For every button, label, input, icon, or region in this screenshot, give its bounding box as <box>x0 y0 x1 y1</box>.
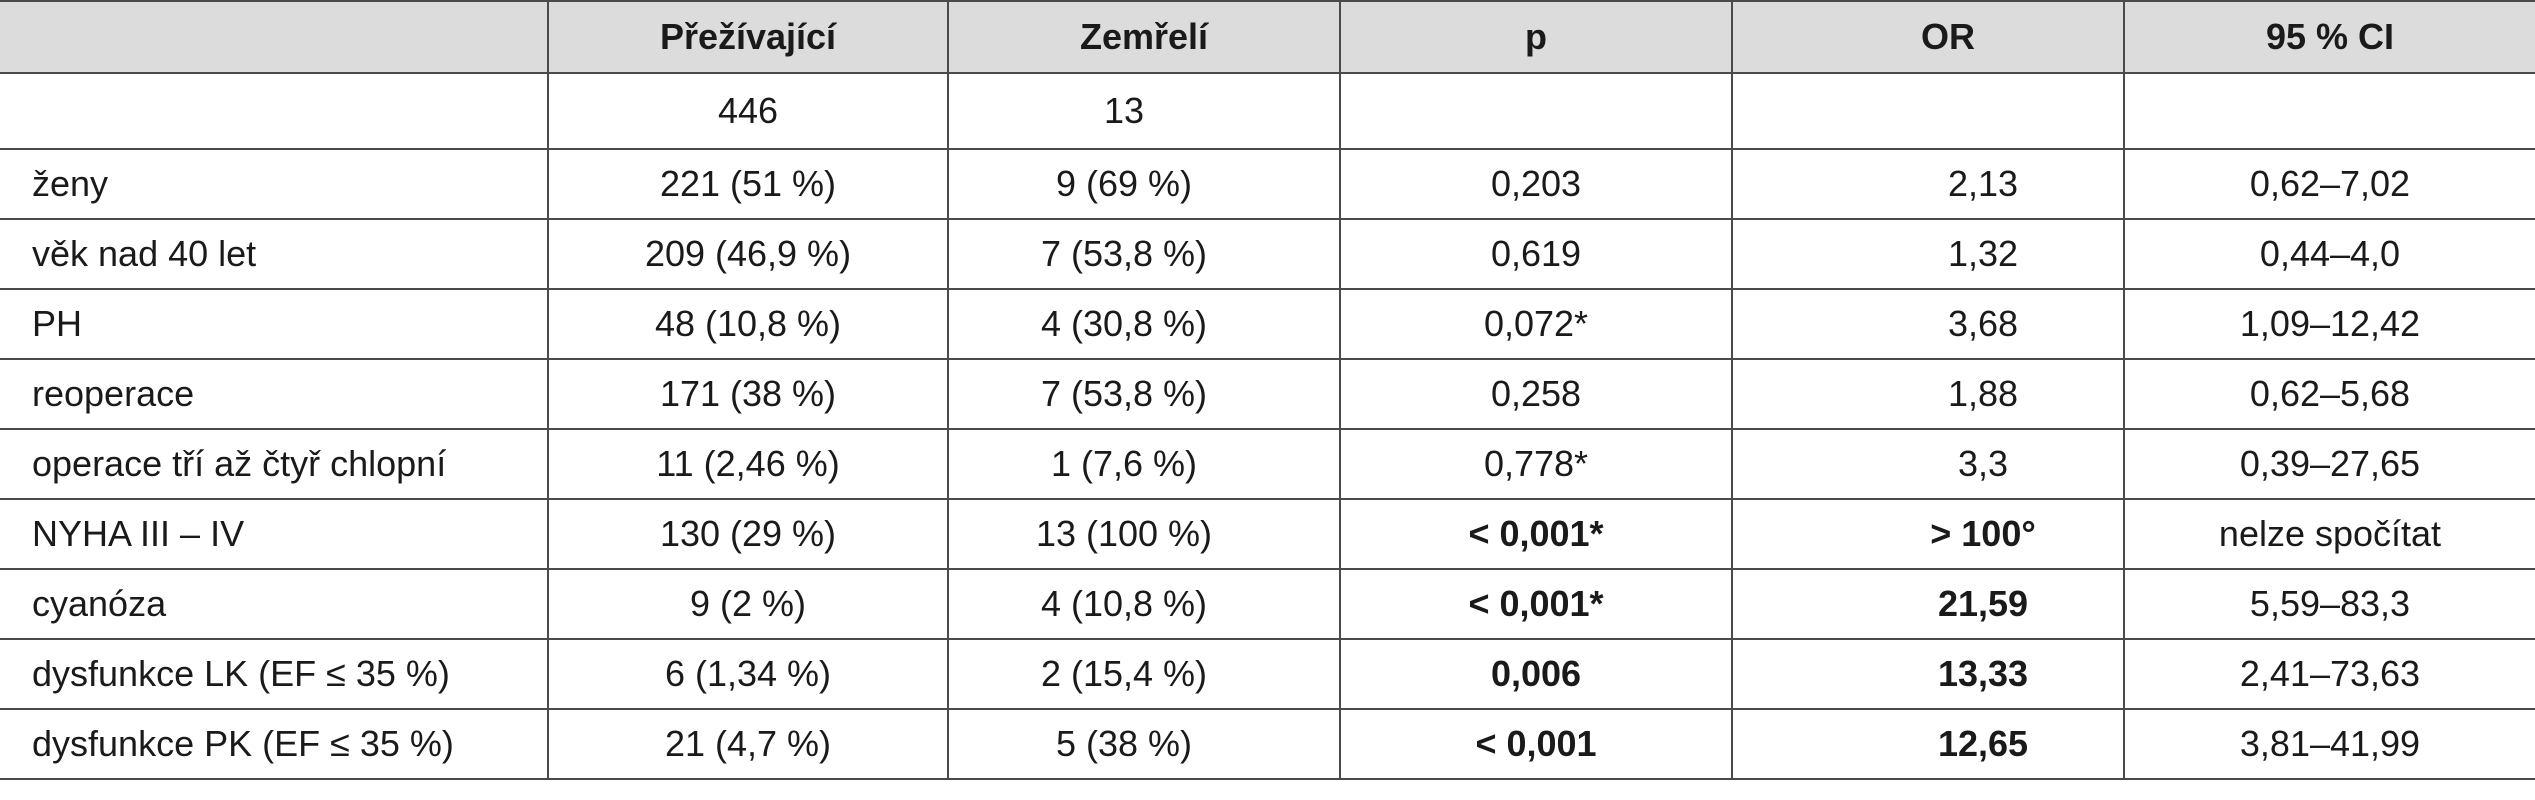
cell-p-value: < 0,001* <box>1339 498 1733 570</box>
cell-p-value: 0,006 <box>1339 638 1733 710</box>
cell-odds-ratio: 13,33 <box>1731 638 2125 710</box>
cell-p-value: 0,203 <box>1339 148 1733 220</box>
cell-deceased: 1 (7,6 %) <box>947 428 1341 500</box>
cell-deceased: 5 (38 %) <box>947 708 1341 780</box>
cell-deceased: 7 (53,8 %) <box>947 358 1341 430</box>
cell-odds-ratio: 1,88 <box>1731 358 2125 430</box>
table-row: ženy 221 (51 %) 9 (69 %) 0,203 2,13 0,62–7,02 <box>0 148 2535 220</box>
count-label <box>0 72 549 150</box>
row-label: NYHA III – IV <box>0 498 549 570</box>
table-row: operace tří až čtyř chlopní 11 (2,46 %) 1 … <box>0 428 2535 500</box>
header-or: OR <box>1731 0 2125 74</box>
cell-surviving: 221 (51 %) <box>547 148 949 220</box>
cell-p-value: 0,072* <box>1339 288 1733 360</box>
row-label: PH <box>0 288 549 360</box>
cell-deceased: 9 (69 %) <box>947 148 1341 220</box>
cell-deceased: 7 (53,8 %) <box>947 218 1341 290</box>
cell-deceased: 4 (10,8 %) <box>947 568 1341 640</box>
cell-deceased: 2 (15,4 %) <box>947 638 1341 710</box>
count-ci <box>2123 72 2535 150</box>
count-or <box>1731 72 2125 150</box>
row-label: dysfunkce LK (EF ≤ 35 %) <box>0 638 549 710</box>
cell-p-value: 0,778* <box>1339 428 1733 500</box>
cell-p-value: < 0,001 <box>1339 708 1733 780</box>
cell-odds-ratio: 2,13 <box>1731 148 2125 220</box>
cell-surviving: 130 (29 %) <box>547 498 949 570</box>
cell-surviving: 11 (2,46 %) <box>547 428 949 500</box>
count-p <box>1339 72 1733 150</box>
cell-odds-ratio: 1,32 <box>1731 218 2125 290</box>
cell-odds-ratio: 3,68 <box>1731 288 2125 360</box>
header-ci: 95 % CI <box>2123 0 2535 74</box>
cell-surviving: 6 (1,34 %) <box>547 638 949 710</box>
cell-surviving: 9 (2 %) <box>547 568 949 640</box>
table-row: PH 48 (10,8 %) 4 (30,8 %) 0,072* 3,68 1,09–12… <box>0 288 2535 360</box>
row-label: cyanóza <box>0 568 549 640</box>
table-row: cyanóza 9 (2 %) 4 (10,8 %) < 0,001* 21,59 5,5… <box>0 568 2535 640</box>
cell-odds-ratio: > 100° <box>1731 498 2125 570</box>
cell-confidence-interval: 2,41–73,63 <box>2123 638 2535 710</box>
row-label: věk nad 40 let <box>0 218 549 290</box>
row-label: ženy <box>0 148 549 220</box>
cell-confidence-interval: 3,81–41,99 <box>2123 708 2535 780</box>
cell-surviving: 209 (46,9 %) <box>547 218 949 290</box>
cell-confidence-interval: nelze spočítat <box>2123 498 2535 570</box>
cell-confidence-interval: 1,09–12,42 <box>2123 288 2535 360</box>
header-row: Přežívající Zemřelí p OR 95 % CI <box>0 0 2535 74</box>
cell-surviving: 21 (4,7 %) <box>547 708 949 780</box>
cell-p-value: 0,258 <box>1339 358 1733 430</box>
row-label: reoperace <box>0 358 549 430</box>
cell-confidence-interval: 5,59–83,3 <box>2123 568 2535 640</box>
cell-confidence-interval: 0,44–4,0 <box>2123 218 2535 290</box>
cell-odds-ratio: 3,3 <box>1731 428 2125 500</box>
cell-odds-ratio: 21,59 <box>1731 568 2125 640</box>
table-row: dysfunkce LK (EF ≤ 35 %) 6 (1,34 %) 2 (15,… <box>0 638 2535 710</box>
cell-p-value: < 0,001* <box>1339 568 1733 640</box>
header-blank <box>0 0 549 74</box>
cell-deceased: 13 (100 %) <box>947 498 1341 570</box>
cell-odds-ratio: 12,65 <box>1731 708 2125 780</box>
header-deceased: Zemřelí <box>947 0 1341 74</box>
table-row: NYHA III – IV 130 (29 %) 13 (100 %) < 0,001… <box>0 498 2535 570</box>
table-row: věk nad 40 let 209 (46,9 %) 7 (53,8 %) 0,61… <box>0 218 2535 290</box>
row-label: dysfunkce PK (EF ≤ 35 %) <box>0 708 549 780</box>
count-surviving: 446 <box>547 72 949 150</box>
count-row: 446 13 <box>0 72 2535 150</box>
cell-confidence-interval: 0,62–7,02 <box>2123 148 2535 220</box>
cell-confidence-interval: 0,39–27,65 <box>2123 428 2535 500</box>
cell-confidence-interval: 0,62–5,68 <box>2123 358 2535 430</box>
cell-surviving: 171 (38 %) <box>547 358 949 430</box>
header-p: p <box>1339 0 1733 74</box>
cell-surviving: 48 (10,8 %) <box>547 288 949 360</box>
count-deceased: 13 <box>947 72 1341 150</box>
cell-deceased: 4 (30,8 %) <box>947 288 1341 360</box>
mortality-table: Přežívající Zemřelí p OR 95 % CI 446 13 … <box>0 0 2535 780</box>
table-row: dysfunkce PK (EF ≤ 35 %) 21 (4,7 %) 5 (38 … <box>0 708 2535 780</box>
cell-p-value: 0,619 <box>1339 218 1733 290</box>
row-label: operace tří až čtyř chlopní <box>0 428 549 500</box>
table-row: reoperace 171 (38 %) 7 (53,8 %) 0,258 1,88 0,… <box>0 358 2535 430</box>
header-surviving: Přežívající <box>547 0 949 74</box>
